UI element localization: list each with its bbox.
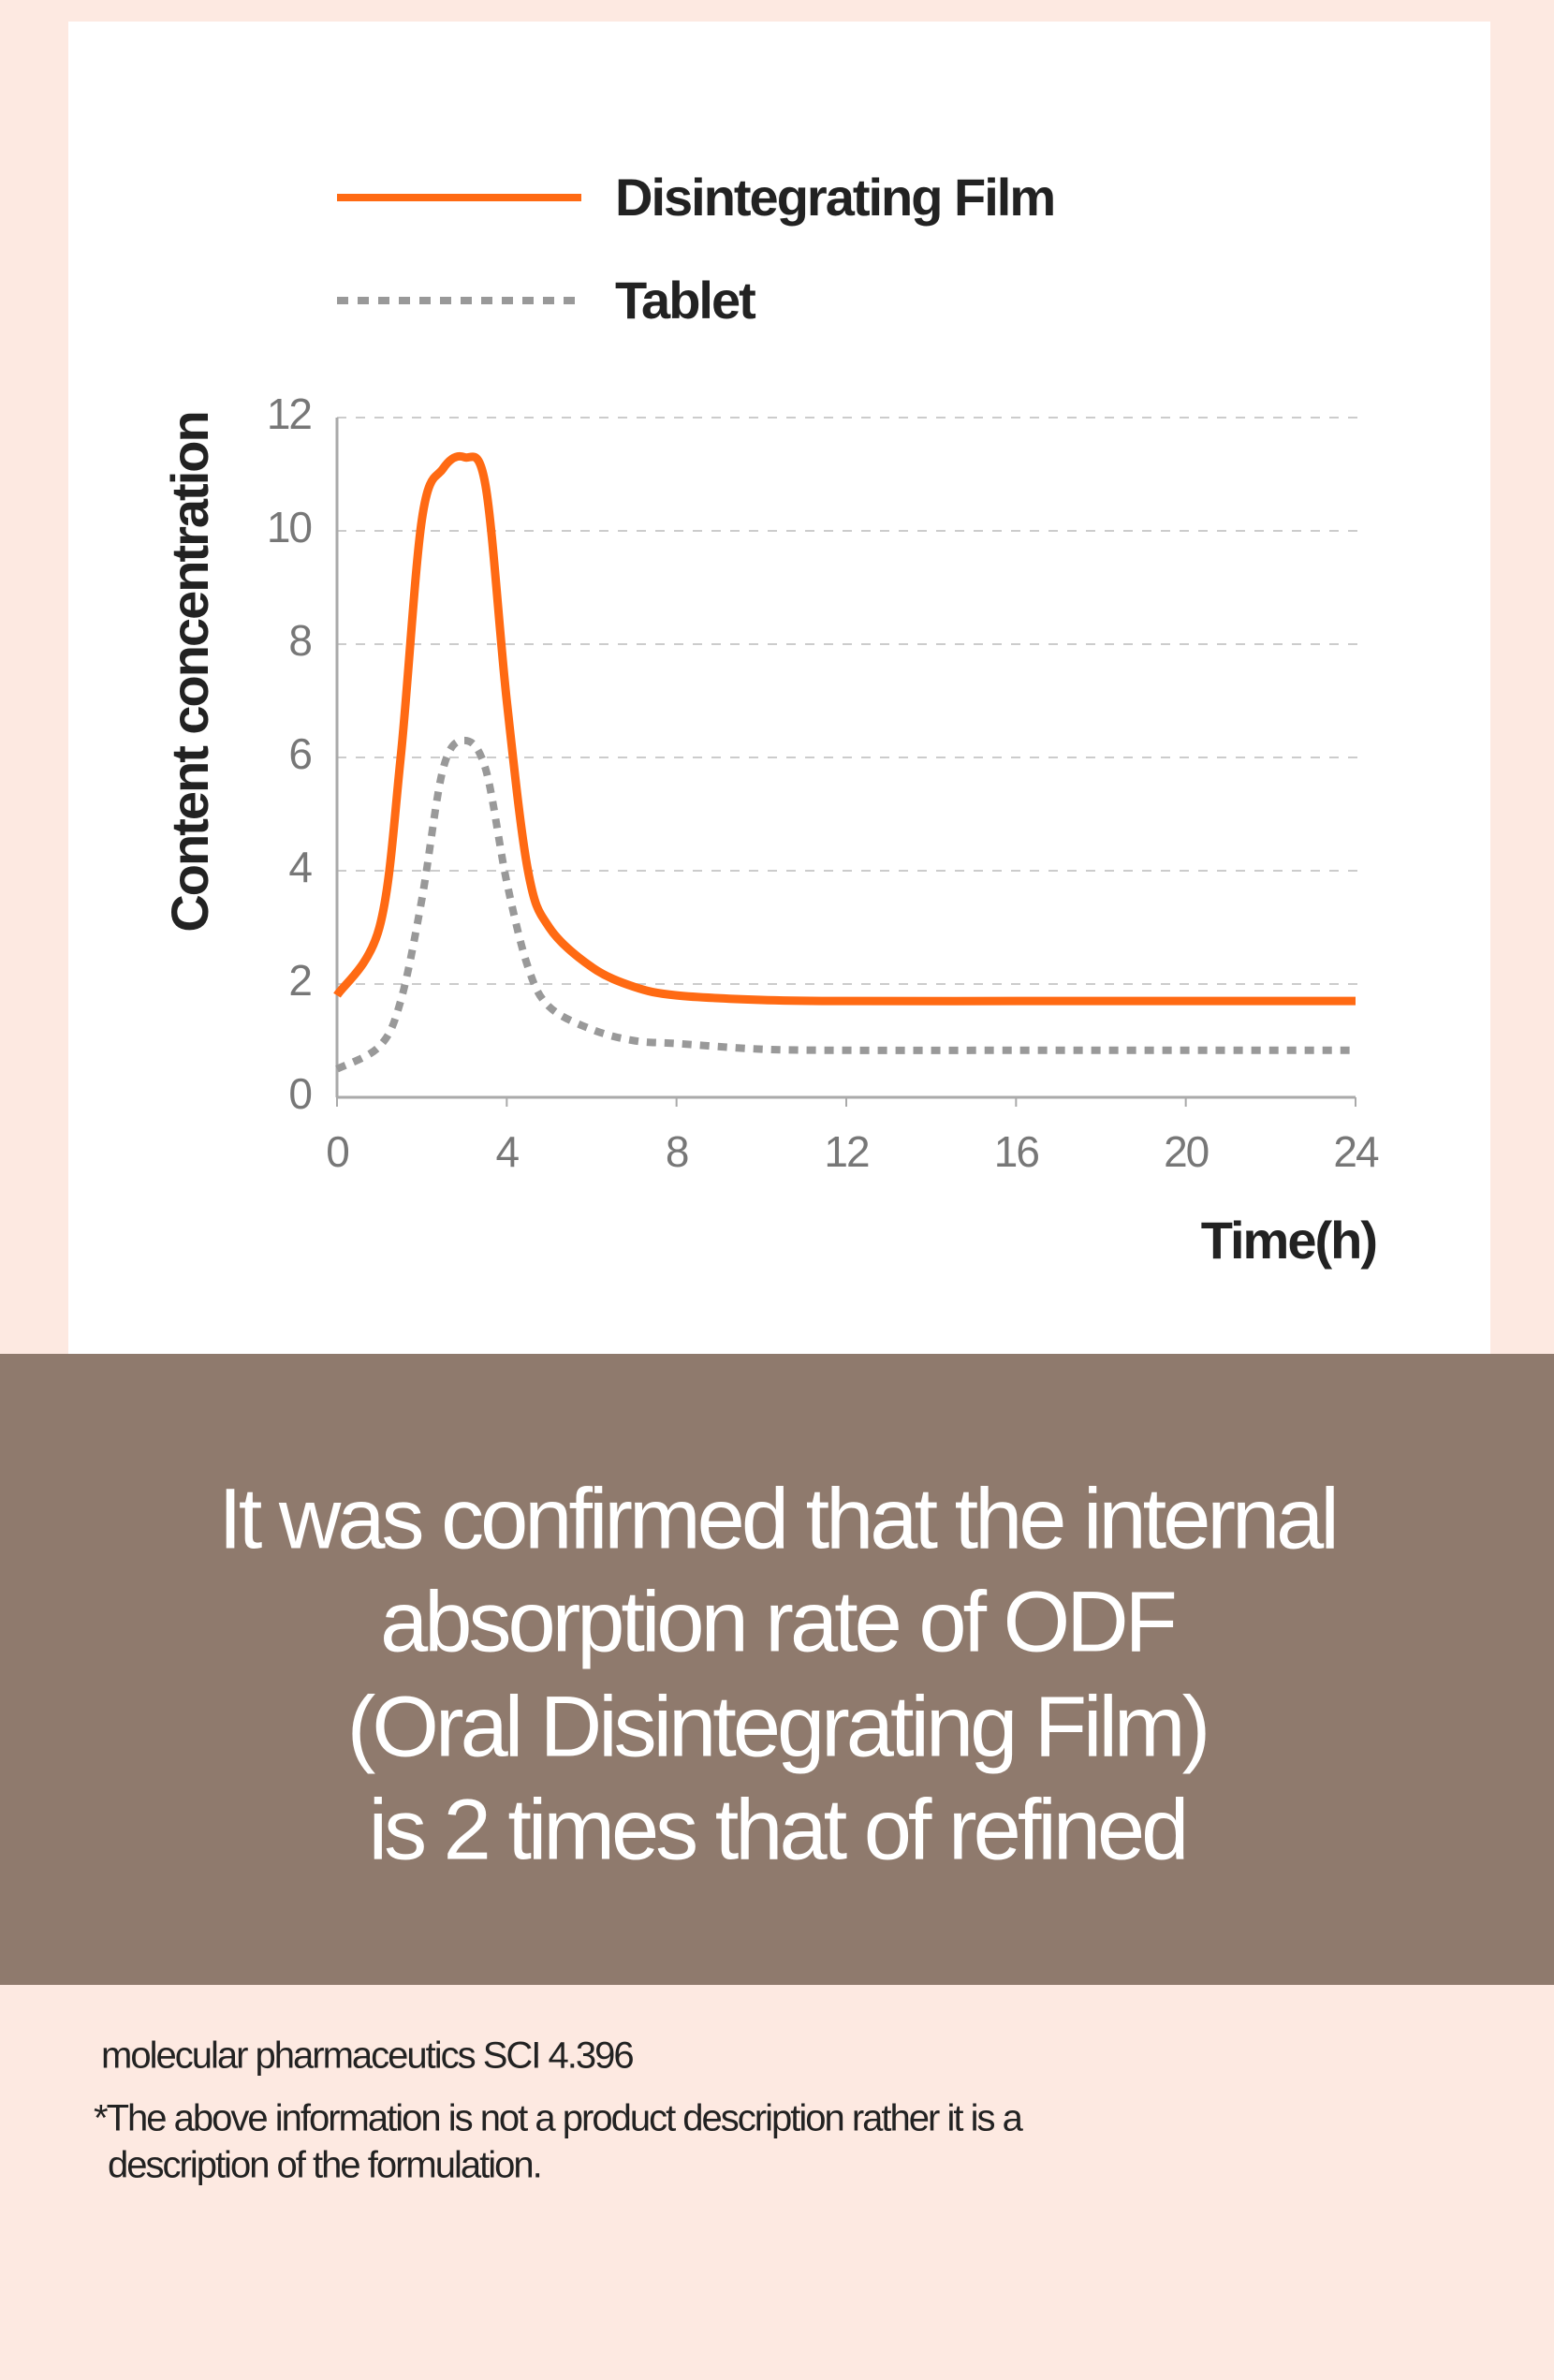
y-axis-title: Content concentration — [160, 412, 219, 932]
series-line — [333, 451, 1356, 1006]
y-tick-label: 2 — [288, 956, 311, 1005]
x-tick-label: 0 — [326, 1127, 348, 1176]
caption-line: absorption rate of ODF — [380, 1574, 1175, 1669]
footnote: description of the formulation. — [108, 2145, 541, 2186]
y-tick-label: 0 — [288, 1069, 311, 1118]
legend-label: Tablet — [615, 271, 755, 330]
footnote: *The above information is not a product … — [94, 2098, 1024, 2139]
y-tick-label: 8 — [288, 616, 311, 665]
x-tick-label: 4 — [496, 1127, 520, 1176]
series-line — [335, 736, 1356, 1073]
caption-line: (Oral Disintegrating Film) — [347, 1679, 1207, 1774]
x-tick-label: 20 — [1164, 1127, 1209, 1176]
caption-line: It was confirmed that the internal — [218, 1471, 1336, 1566]
y-tick-label: 12 — [267, 389, 312, 438]
y-tick-label: 10 — [267, 503, 312, 551]
caption-band — [0, 1354, 1554, 1985]
x-axis-title: Time(h) — [1201, 1211, 1376, 1270]
footnote: molecular pharmaceutics SCI 4.396 — [101, 2035, 633, 2077]
x-tick-label: 16 — [994, 1127, 1039, 1176]
chart-panel — [68, 22, 1490, 1354]
x-tick-label: 12 — [824, 1127, 869, 1176]
y-tick-label: 6 — [288, 729, 311, 778]
legend-label: Disintegrating Film — [615, 168, 1054, 227]
caption-line: is 2 times that of refined — [369, 1782, 1186, 1877]
x-tick-label: 24 — [1333, 1127, 1379, 1176]
x-tick-label: 8 — [666, 1127, 688, 1176]
y-tick-label: 4 — [288, 843, 312, 891]
